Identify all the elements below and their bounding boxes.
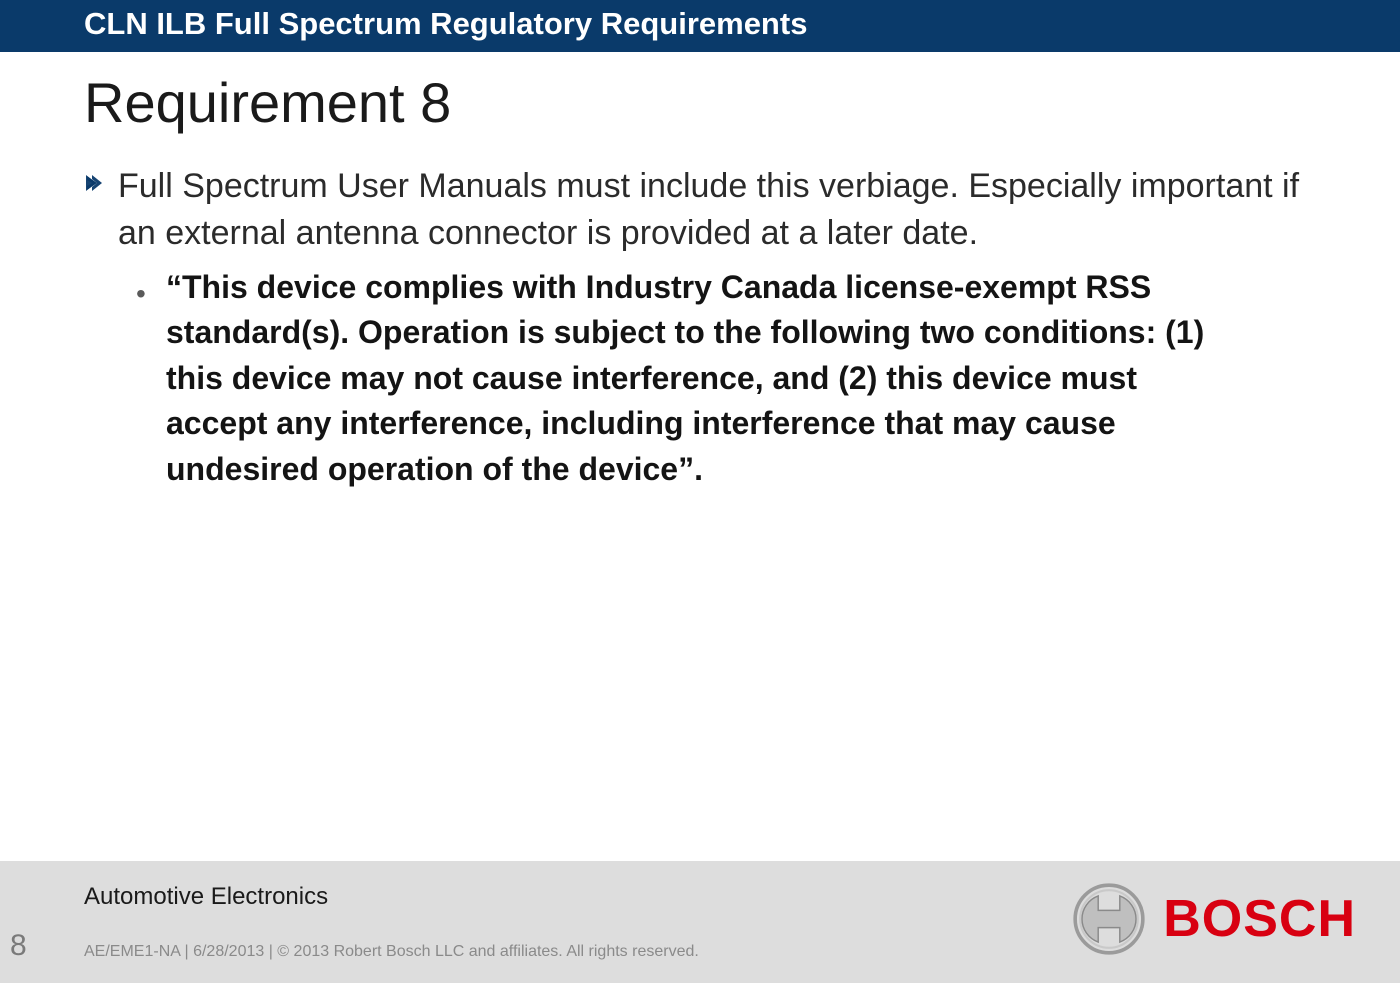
bullet-level-1: Full Spectrum User Manuals must include … (84, 163, 1316, 257)
page-number: 8 (10, 929, 27, 963)
body-area: Requirement 8 Full Spectrum User Manuals… (0, 52, 1400, 983)
bullet-dot-icon: • (136, 265, 166, 311)
header-bar: CLN ILB Full Spectrum Regulatory Require… (0, 0, 1400, 52)
bosch-logo: BOSCH (1073, 883, 1356, 955)
arrow-right-icon (84, 163, 118, 198)
slide-title: Requirement 8 (84, 70, 1316, 135)
footer-meta: AE/EME1-NA | 6/28/2013 | © 2013 Robert B… (84, 943, 699, 961)
header-title: CLN ILB Full Spectrum Regulatory Require… (84, 6, 807, 41)
footer-department: Automotive Electronics (84, 883, 328, 911)
bosch-wordmark: BOSCH (1163, 889, 1356, 949)
bosch-armature-icon (1073, 883, 1145, 955)
bullet-level-2: • “This device complies with Industry Ca… (136, 265, 1316, 492)
footer-bar: Automotive Electronics 8 AE/EME1-NA | 6/… (0, 861, 1400, 983)
bullet-l2-text: “This device complies with Industry Cana… (166, 265, 1246, 492)
slide-root: CLN ILB Full Spectrum Regulatory Require… (0, 0, 1400, 983)
bullet-l1-text: Full Spectrum User Manuals must include … (118, 163, 1316, 257)
